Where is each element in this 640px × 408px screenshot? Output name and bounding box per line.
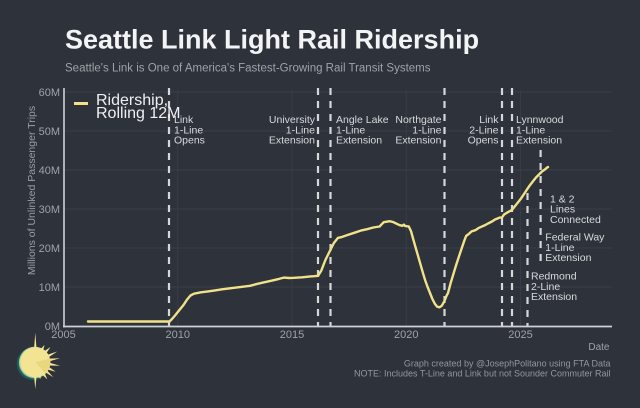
- svg-text:Extension: Extension: [531, 291, 577, 303]
- svg-text:1 & 2: 1 & 2: [550, 193, 575, 205]
- svg-text:2020: 2020: [394, 329, 418, 341]
- svg-text:20M: 20M: [39, 243, 60, 255]
- svg-text:Link: Link: [174, 114, 194, 126]
- svg-text:Seattle's Link is One of Ameri: Seattle's Link is One of America's Faste…: [65, 63, 431, 75]
- svg-text:Extension: Extension: [336, 135, 382, 147]
- svg-text:Northgate: Northgate: [395, 114, 441, 126]
- svg-text:Redmond: Redmond: [531, 271, 577, 283]
- svg-text:Link: Link: [479, 114, 499, 126]
- svg-text:NOTE: Includes T-Line and Link: NOTE: Includes T-Line and Link but not S…: [354, 369, 610, 379]
- svg-text:0M: 0M: [45, 321, 60, 333]
- svg-text:1-Line: 1-Line: [516, 124, 545, 136]
- svg-text:1-Line: 1-Line: [545, 242, 574, 254]
- svg-text:10M: 10M: [39, 282, 60, 294]
- svg-text:Lynnwood: Lynnwood: [516, 114, 564, 126]
- svg-text:Date: Date: [588, 342, 610, 353]
- svg-text:Extension: Extension: [516, 135, 562, 147]
- svg-text:50M: 50M: [39, 126, 60, 138]
- svg-text:2-Line: 2-Line: [469, 124, 498, 136]
- svg-text:Extension: Extension: [545, 252, 591, 264]
- svg-text:Federal Way: Federal Way: [545, 232, 605, 244]
- svg-text:30M: 30M: [39, 204, 60, 216]
- svg-text:Graph created by @JosephPolita: Graph created by @JosephPolitano using F…: [404, 359, 611, 369]
- svg-text:1-Line: 1-Line: [412, 124, 441, 136]
- svg-text:Ridership,: Ridership,: [96, 92, 168, 109]
- svg-text:2005: 2005: [51, 329, 75, 341]
- svg-text:Extension: Extension: [269, 135, 315, 147]
- svg-text:2015: 2015: [280, 329, 304, 341]
- svg-text:1-Line: 1-Line: [336, 124, 365, 136]
- svg-text:Millions of Unlinked Passenger: Millions of Unlinked Passenger Trips: [26, 106, 38, 275]
- svg-text:Seattle Link Light Rail Riders: Seattle Link Light Rail Ridership: [65, 25, 479, 55]
- svg-text:Extension: Extension: [395, 135, 441, 147]
- svg-text:Opens: Opens: [174, 135, 205, 147]
- svg-text:Lines: Lines: [550, 204, 575, 216]
- svg-text:Rolling 12M: Rolling 12M: [96, 105, 180, 122]
- svg-text:1-Line: 1-Line: [286, 124, 315, 136]
- svg-text:2025: 2025: [508, 329, 532, 341]
- svg-text:2010: 2010: [166, 329, 190, 341]
- svg-text:Angle Lake: Angle Lake: [336, 114, 389, 126]
- svg-text:2-Line: 2-Line: [531, 281, 560, 293]
- svg-text:Opens: Opens: [468, 135, 499, 147]
- svg-text:Connected: Connected: [550, 214, 601, 226]
- svg-text:University: University: [269, 114, 316, 126]
- svg-text:60M: 60M: [39, 87, 60, 99]
- svg-text:1-Line: 1-Line: [174, 124, 203, 136]
- svg-text:40M: 40M: [39, 165, 60, 177]
